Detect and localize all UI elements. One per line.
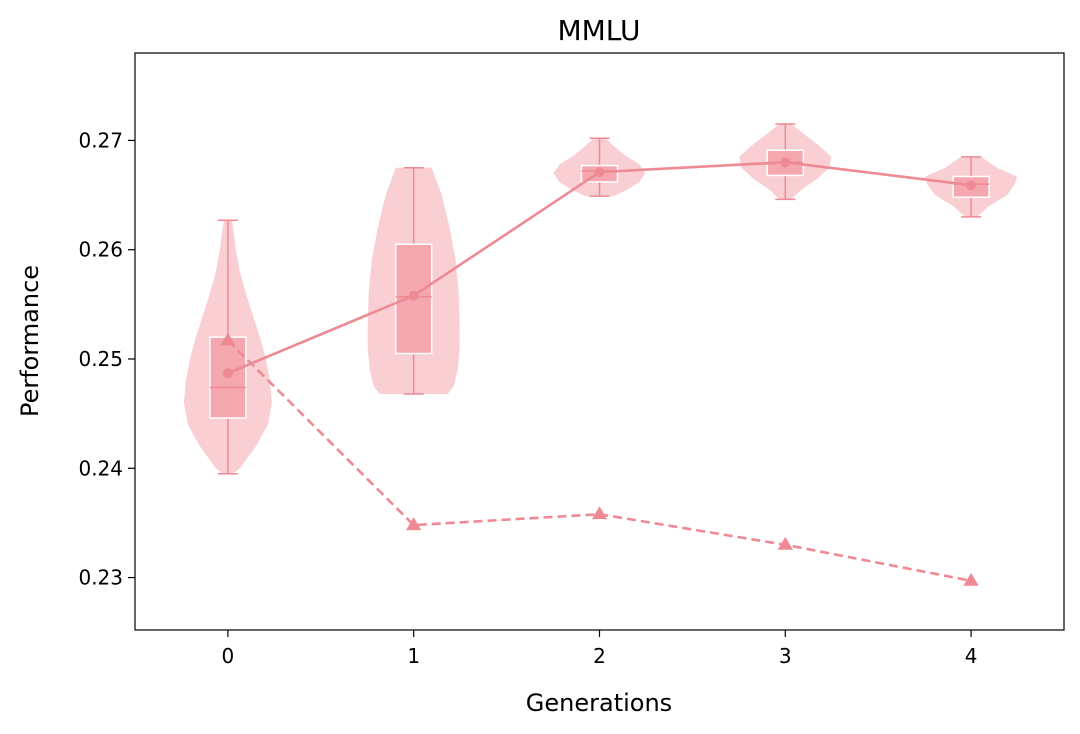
series-0-point-gen-2 — [594, 167, 605, 178]
y-axis: 0.23 0.24 0.25 0.26 0.27 — [78, 128, 135, 590]
series-1-point-gen-2 — [591, 506, 608, 520]
y-tick-label: 0.25 — [78, 347, 123, 371]
x-tick-label: 3 — [779, 644, 792, 668]
series-0-point-gen-3 — [780, 157, 791, 168]
y-axis-title: Performance — [16, 265, 44, 417]
series-0-point-gen-0 — [222, 368, 233, 379]
x-tick-label: 2 — [593, 644, 606, 668]
y-tick-label: 0.24 — [78, 456, 123, 480]
series-1-point-gen-4 — [963, 572, 979, 586]
x-tick-label: 0 — [222, 644, 235, 668]
y-tick-label: 0.23 — [78, 566, 123, 590]
x-axis-title: Generations — [526, 689, 672, 717]
series-line-1 — [226, 339, 972, 583]
chart-title: MMLU — [557, 14, 640, 47]
y-tick-label: 0.27 — [78, 128, 123, 152]
series-1-point-gen-1 — [406, 517, 422, 531]
series-1-point-gen-3 — [777, 536, 793, 550]
series-0-point-gen-1 — [408, 290, 419, 301]
series-1-point-gen-0 — [220, 332, 236, 346]
y-tick-label: 0.26 — [78, 238, 123, 262]
x-tick-label: 1 — [407, 644, 420, 668]
series-layer — [220, 157, 979, 586]
x-tick-label: 4 — [965, 644, 978, 668]
series-0-point-gen-4 — [966, 180, 977, 191]
x-axis: 0 1 2 3 4 — [222, 630, 978, 668]
